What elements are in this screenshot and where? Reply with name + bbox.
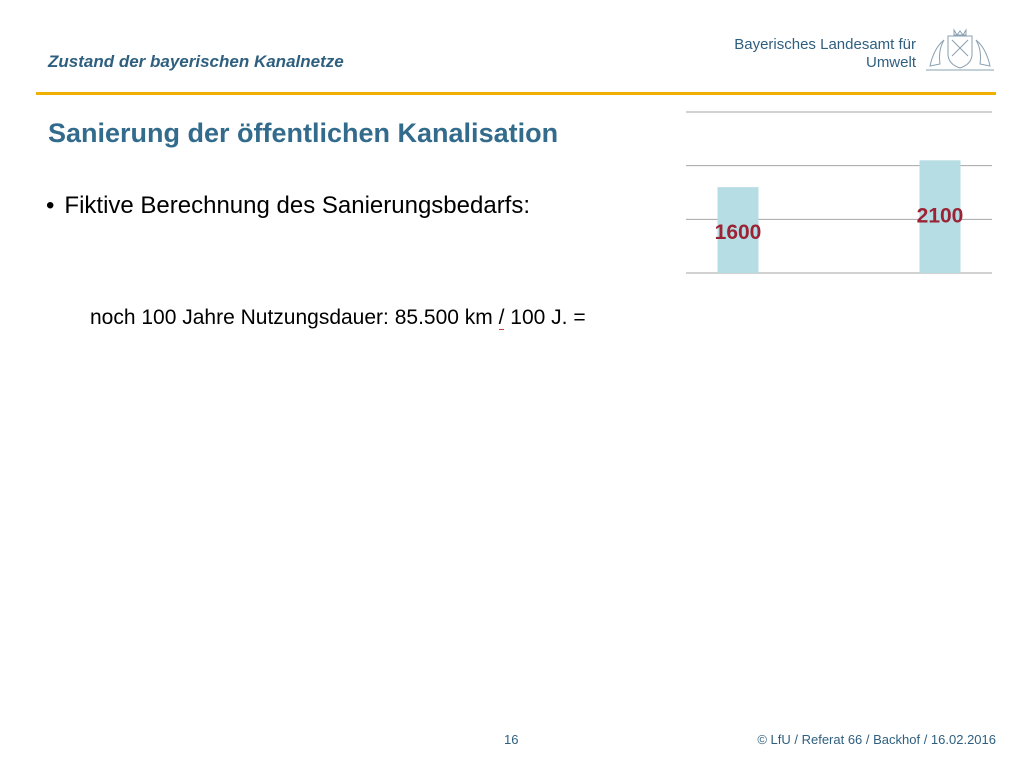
bullet-item: • Fiktive Berechnung des Sanierungsbedarf… [46,192,530,220]
bullet-dot: • [46,192,55,219]
chart-bar [919,160,961,273]
agency-name: Bayerisches Landesamt für Umwelt [734,36,916,72]
chart-data-label: 1600 [715,221,762,244]
header-title: Zustand der bayerischen Kanalnetze [48,52,344,71]
slide-title: Sanierung der öffentlichen Kanalisation [48,118,559,148]
calculation-text-part1: noch 100 Jahre Nutzungsdauer: 85.500 km [90,306,493,329]
chart-bar [717,187,759,273]
agency-name-line1: Bayerisches Landesamt für [734,36,916,53]
calculation-line: noch 100 Jahre Nutzungsdauer: 85.500 km … [90,306,586,330]
coat-of-arms-icon [926,28,994,71]
bullet-text: Fiktive Berechnung des Sanierungsbedarfs… [64,192,531,219]
calculation-text-part2: 100 J. = [510,306,586,329]
footer-copyright: © LfU / Referat 66 / Backhof / 16.02.201… [757,732,996,747]
agency-name-line2: Umwelt [865,54,916,71]
header-accent-rule [36,92,996,95]
calculation-slash: / [498,306,505,330]
bar-chart: 1600 2100 [686,111,992,274]
page-number: 16 [504,732,519,747]
chart-data-label: 2100 [917,204,964,227]
